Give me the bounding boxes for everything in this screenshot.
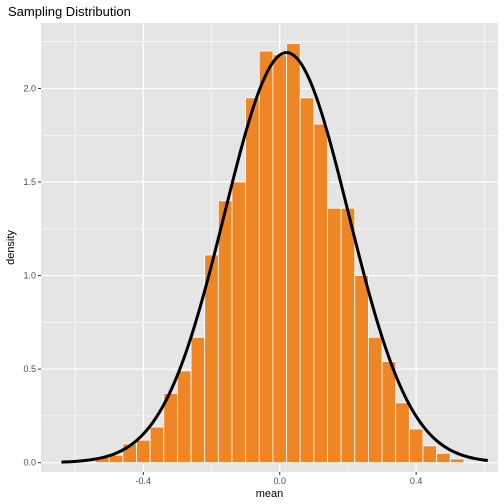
x-axis-title: mean (256, 488, 284, 500)
histogram-bar (231, 181, 247, 464)
chart-title: Sampling Distribution (8, 4, 131, 19)
histogram-bar (340, 207, 356, 464)
histogram-bar (177, 370, 192, 464)
histogram-bar (217, 200, 233, 464)
y-tick-label: 1.5 (23, 177, 36, 187)
y-tick-label: 0.0 (23, 458, 36, 468)
histogram-bar (408, 428, 424, 464)
histogram-bars (95, 43, 465, 464)
histogram-bar (354, 275, 369, 464)
y-tick-label: 1.0 (23, 271, 36, 281)
histogram-bar (368, 336, 383, 464)
y-axis-title: density (5, 230, 17, 265)
histogram-bar (299, 97, 315, 464)
histogram-bar (381, 361, 397, 464)
histogram-bar (149, 426, 165, 464)
histogram-bar (136, 439, 151, 464)
histogram-bar (327, 207, 342, 464)
histogram-bar (436, 452, 451, 464)
histogram-bar (258, 50, 274, 464)
histogram-bar (313, 123, 328, 464)
histogram-bar (422, 445, 438, 464)
x-axis: -0.4 0.0 0.4 (136, 472, 423, 486)
histogram-bar (395, 402, 410, 464)
y-tick-label: 0.5 (23, 364, 36, 374)
x-tick-label: 0.0 (273, 476, 286, 486)
histogram-bar (272, 54, 287, 464)
histogram-bar (449, 458, 465, 464)
histogram-bar (190, 336, 206, 464)
histogram-bar (245, 97, 260, 464)
x-tick-label: 0.4 (410, 476, 423, 486)
y-tick-label: 2.0 (23, 83, 36, 93)
density-curve-layer (61, 51, 488, 464)
density-curve (61, 51, 488, 464)
x-tick-label: -0.4 (136, 476, 152, 486)
y-axis: 0.0 0.5 1.0 1.5 2.0 (23, 83, 41, 468)
histogram-bar (286, 43, 301, 464)
